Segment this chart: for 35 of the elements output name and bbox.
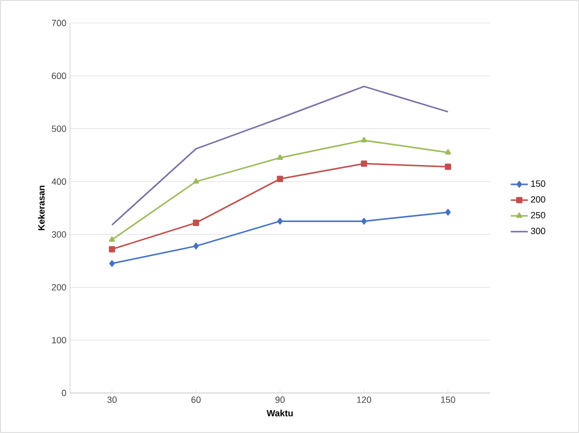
y-tick-label: 100 xyxy=(52,336,66,344)
y-tick-label: 500 xyxy=(52,126,66,132)
line-series xyxy=(111,86,449,226)
y-tick-label: 200 xyxy=(52,284,66,290)
x-tick-label: 90 xyxy=(275,396,285,403)
legend-label: 200 xyxy=(531,196,546,203)
x-tick-label: 60 xyxy=(191,396,201,403)
point xyxy=(192,220,200,226)
point xyxy=(361,218,367,225)
point xyxy=(445,208,451,216)
point xyxy=(108,246,116,252)
y-tick-label: 400 xyxy=(52,178,66,185)
legend-label: 250 xyxy=(531,212,546,218)
point xyxy=(360,160,368,167)
point xyxy=(444,164,452,170)
point xyxy=(277,218,283,225)
legend-label: 300 xyxy=(530,228,546,234)
y-tick-label: 600 xyxy=(52,72,66,80)
y-tick-label: 0 xyxy=(62,390,66,396)
x-tick-label: 150 xyxy=(441,396,456,403)
legend-label: 150 xyxy=(531,180,546,187)
x-tick-label: 30 xyxy=(107,396,117,403)
x-tick-label: 120 xyxy=(357,396,372,403)
x-axis-title: Waktu xyxy=(266,410,293,416)
point xyxy=(276,176,284,182)
point xyxy=(109,260,115,267)
point xyxy=(360,136,367,142)
point xyxy=(277,154,283,160)
point xyxy=(444,149,451,155)
point xyxy=(193,178,200,184)
y-tick-label: 700 xyxy=(52,20,66,26)
y-tick-label: 300 xyxy=(52,231,66,238)
y-axis-title: Kekerasan xyxy=(38,186,45,230)
point xyxy=(109,236,116,242)
point xyxy=(193,242,199,250)
